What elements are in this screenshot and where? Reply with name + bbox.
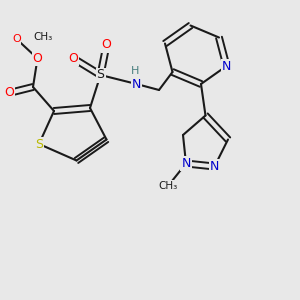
Text: N: N <box>132 77 141 91</box>
Text: N: N <box>210 160 219 173</box>
Text: N: N <box>181 157 191 170</box>
Text: CH₃: CH₃ <box>33 32 52 43</box>
Text: O: O <box>33 52 42 65</box>
Text: H: H <box>131 66 139 76</box>
Text: S: S <box>97 68 104 82</box>
Text: O: O <box>12 34 21 44</box>
Text: O: O <box>102 38 111 52</box>
Text: S: S <box>35 137 43 151</box>
Text: O: O <box>69 52 78 65</box>
Text: N: N <box>222 59 231 73</box>
Text: CH₃: CH₃ <box>158 181 178 191</box>
Text: O: O <box>4 86 14 100</box>
